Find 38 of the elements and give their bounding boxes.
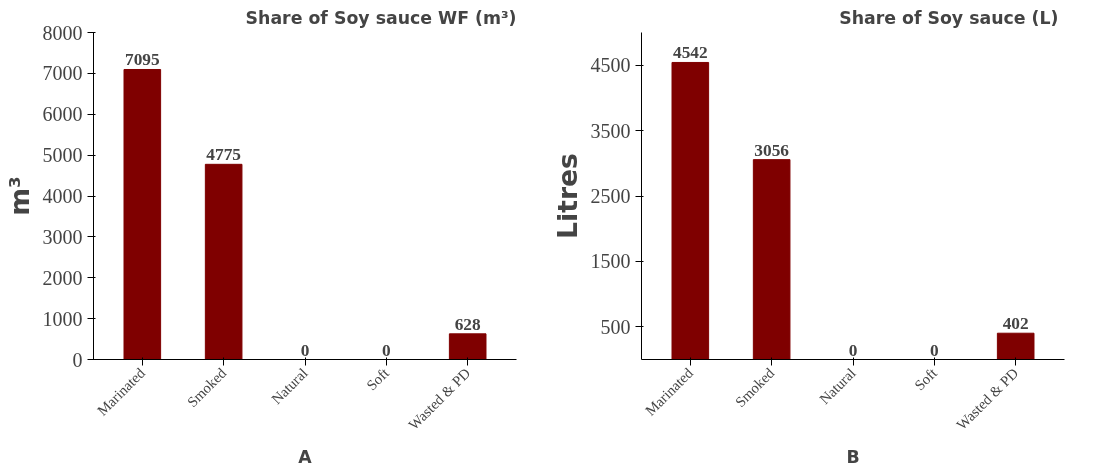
y-tick-label: 2000 [42,266,83,289]
y-tick-label: 500 [600,315,631,338]
x-tick-label: Soft [911,364,941,394]
y-tick-label: 1500 [590,250,631,273]
data-label: 402 [1002,314,1029,334]
data-label: 0 [930,340,939,360]
y-tick-label: 3500 [590,119,631,142]
y-tick-label: 7000 [42,62,83,85]
y-tick-label: 0 [72,348,83,371]
data-label: 4775 [206,145,242,165]
data-label: 7095 [124,50,160,70]
y-tick-label: 4000 [42,185,83,207]
x-axis-title: B [846,446,860,467]
data-label: 0 [848,340,858,360]
chart-title: Share of Soy sauce WF (m³) [245,7,517,28]
data-label: 628 [454,314,482,334]
bar [671,61,710,360]
y-tick-label: 6000 [42,103,83,126]
y-tick-label: 2500 [590,185,631,207]
data-label: 0 [300,340,310,360]
y-tick-label: 1000 [42,307,83,330]
bar [996,332,1035,360]
data-label: 0 [382,340,391,360]
bar [204,163,243,360]
chart-title: Share of Soy sauce (L) [839,7,1059,28]
y-tick-label: 5000 [42,144,83,167]
y-tick-label: 4500 [590,54,631,77]
data-label: 3056 [754,140,790,160]
data-label: 4542 [672,43,708,63]
y-tick-label: 3000 [42,225,83,248]
y-axis-title: Litres [551,153,583,239]
y-axis-title: m³ [3,176,35,216]
y-tick-label: 8000 [42,21,83,44]
bar [752,159,791,360]
bar [448,333,487,360]
x-tick-label: Soft [363,364,393,394]
x-axis-title: A [298,446,313,467]
bar [123,68,162,360]
